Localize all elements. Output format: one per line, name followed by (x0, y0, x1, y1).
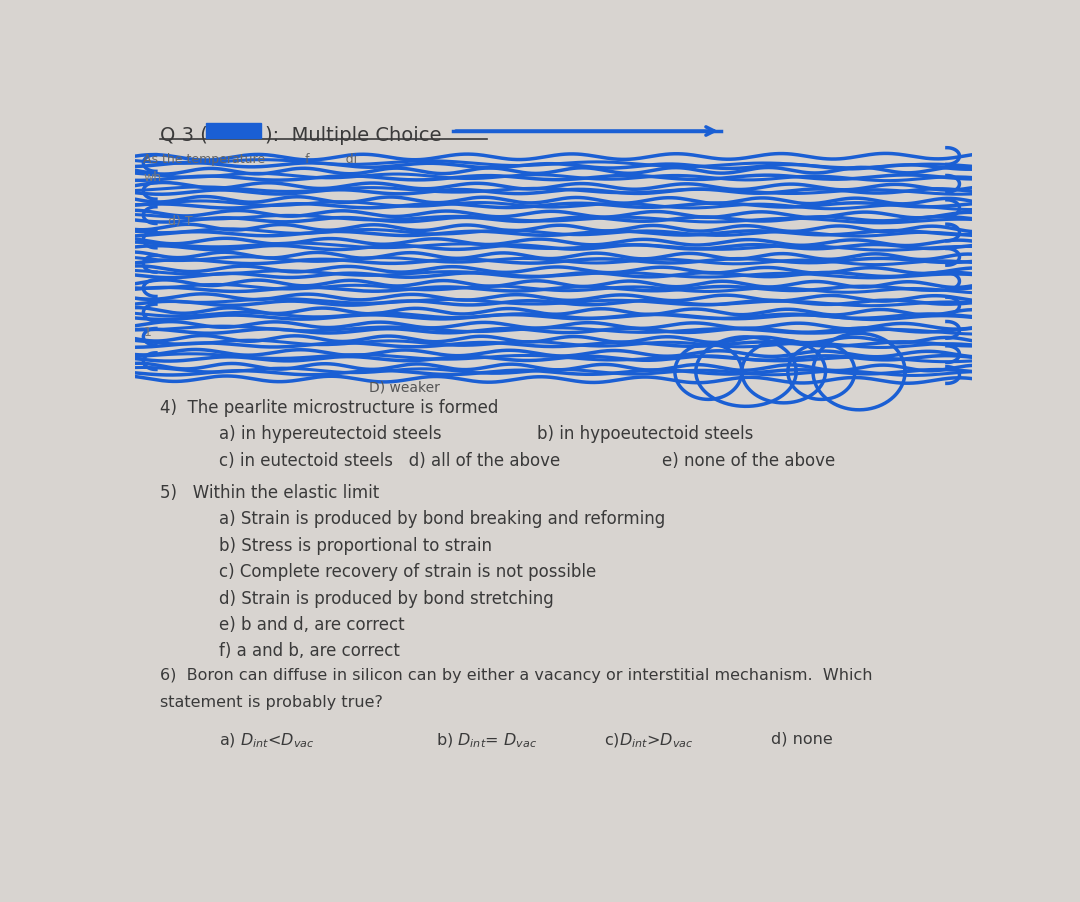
Text: As the temperature          f         di: As the temperature f di (144, 152, 357, 166)
Text: b) Stress is proportional to strain: b) Stress is proportional to strain (218, 536, 491, 554)
Text: c) in eutectoid steels   d) all of the above: c) in eutectoid steels d) all of the abo… (218, 451, 559, 469)
Text: f) a and b, are correct: f) a and b, are correct (218, 641, 400, 659)
Text: c)$D_{int}$>$D_{vac}$: c)$D_{int}$>$D_{vac}$ (604, 731, 693, 749)
Text: 6)  Boron can diffuse in silicon can by either a vacancy or interstitial mechani: 6) Boron can diffuse in silicon can by e… (160, 667, 873, 682)
Text: ):  Multiple Choice: ): Multiple Choice (265, 125, 442, 144)
Text: e) none of the above: e) none of the above (662, 451, 836, 469)
Text: d) Strain is produced by bond stretching: d) Strain is produced by bond stretching (218, 589, 553, 607)
Text: 5)   Within the elastic limit: 5) Within the elastic limit (160, 483, 379, 502)
Text: a) $D_{int}$<$D_{vac}$: a) $D_{int}$<$D_{vac}$ (218, 731, 314, 749)
Text: c) Complete recovery of strain is not possible: c) Complete recovery of strain is not po… (218, 563, 596, 581)
Text: b) in hypoeutectoid steels: b) in hypoeutectoid steels (537, 425, 753, 443)
Text: 4)  The pearlite microstructure is formed: 4) The pearlite microstructure is formed (160, 399, 499, 417)
Text: e) b and d, are correct: e) b and d, are correct (218, 615, 404, 633)
Text: D) weaker: D) weaker (369, 381, 441, 394)
Text: 1: 1 (144, 326, 151, 338)
Text: a) in hypereutectoid steels: a) in hypereutectoid steels (218, 425, 442, 443)
Text: a) Strain is produced by bond breaking and reforming: a) Strain is produced by bond breaking a… (218, 510, 665, 528)
Text: b) $D_{int}$= $D_{vac}$: b) $D_{int}$= $D_{vac}$ (436, 731, 538, 749)
Text: statement is probably true?: statement is probably true? (160, 694, 383, 709)
Text: Q 3 (: Q 3 ( (160, 125, 207, 144)
Text: d) T: d) T (168, 215, 193, 227)
Bar (206, 124, 260, 139)
Text: wh: wh (144, 171, 162, 184)
Text: d) none: d) none (771, 731, 833, 746)
